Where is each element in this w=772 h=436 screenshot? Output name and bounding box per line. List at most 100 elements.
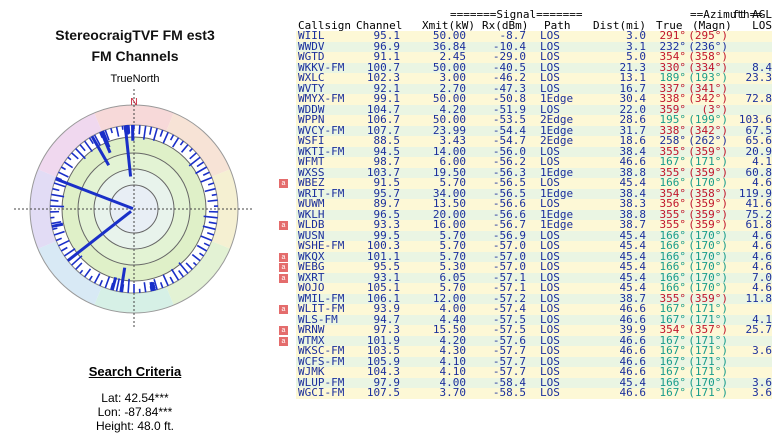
cell-path: LOS — [540, 344, 560, 357]
row-marker-icon[interactable]: a — [279, 273, 288, 283]
cell-dist: 16.7 — [619, 81, 647, 95]
table-row[interactable]: WKSC-FM 103.5 4.30 -57.7 LOS 46.6 167° (171°) 3.… — [296, 344, 772, 357]
table-row[interactable]: WEBG 95.5 5.30 -57.0 LOS 45.4 166° (170°) 4.6 — [296, 260, 772, 273]
cell-rx: -56.9 — [492, 228, 526, 242]
table-row[interactable]: WLS-FM 94.7 4.40 -57.5 LOS 46.6 167° (171°) 4.1 — [296, 312, 772, 326]
table-row[interactable]: WGCI-FM 107.5 3.70 -58.5 LOS 46.6 167° (171°) 3.… — [296, 387, 772, 399]
cell-rx: -46.2 — [492, 71, 526, 84]
cell-callsign: WRNW — [298, 323, 325, 336]
row-marker-icon[interactable]: a — [279, 252, 288, 262]
cell-callsign: WLS-FM — [298, 312, 338, 326]
table-row[interactable]: WVCY-FM 107.7 23.99 -54.4 1Edge 31.7 338° (342°… — [296, 123, 772, 137]
table-row[interactable]: WWDV 96.9 36.84 -10.4 LOS 3.1 232° (236°) — [296, 41, 772, 52]
cell-callsign: WGTD — [298, 50, 325, 63]
table-row[interactable]: WFMT 98.7 6.00 -56.2 LOS 46.6 167° (171°) 4.1 — [296, 156, 772, 168]
table-row[interactable]: WGTD 91.1 2.45 -29.0 LOS 5.0 354° (358°) — [296, 50, 772, 63]
row-marker-icon[interactable]: a — [279, 263, 288, 272]
cell-callsign: WKSC-FM — [298, 344, 345, 357]
table-row[interactable]: WTMX 101.9 4.20 -57.6 LOS 46.6 167° (171°) — [296, 333, 772, 347]
cell-true-azimuth: 167° — [659, 333, 687, 347]
table-row[interactable]: WRNW 97.3 15.50 -57.5 LOS 39.9 354° (357°) 25.7 — [296, 323, 772, 336]
cell-dist: 3.0 — [626, 29, 646, 42]
table-row[interactable]: WLUP-FM 97.9 4.00 -58.4 LOS 45.4 166° (170°) 3.6 — [296, 375, 772, 389]
table-row[interactable]: WIIL 95.1 50.00 -8.7 LOS 3.0 291° (295°) — [296, 29, 772, 42]
cell-xmit: 5.70 — [439, 281, 467, 294]
table-row[interactable]: WSFI 88.5 3.43 -54.7 2Edge 18.6 258° (262°) 65.6 — [296, 135, 772, 147]
cell-xmit: 4.30 — [439, 344, 467, 357]
table-row[interactable]: WPPN 106.7 50.00 -53.5 2Edge 28.6 195° (199°) 10… — [296, 114, 772, 126]
cell-path: LOS — [540, 333, 560, 347]
cell-callsign: WUWM — [298, 197, 325, 210]
cell-channel: 107.7 — [366, 123, 400, 137]
cell-xmit: 13.50 — [432, 197, 466, 210]
cell-xmit: 4.40 — [439, 312, 467, 326]
cell-magn-azimuth: (171°) — [688, 312, 728, 326]
table-row[interactable]: WBEZ 91.5 5.70 -56.5 LOS 45.4 166° (170°) 4.6 — [296, 176, 772, 189]
table-row[interactable]: WXLC 102.3 3.00 -46.2 LOS 13.1 189° (193°) 23.3 — [296, 71, 772, 84]
table-row[interactable]: WMIL-FM 106.1 12.00 -57.2 LOS 38.7 355° (359°) 1… — [296, 291, 772, 305]
rim-tick — [143, 282, 147, 293]
row-marker-icon[interactable]: a — [279, 221, 288, 230]
cell-callsign: WXSS — [298, 165, 325, 179]
table-row[interactable]: WKTI-FM 94.5 14.00 -56.0 LOS 38.4 355° (359°) 20… — [296, 144, 772, 158]
cell-true-azimuth: 167° — [659, 302, 687, 315]
cell-callsign: WMYX-FM — [298, 92, 345, 105]
table-row[interactable]: WUSN 99.5 5.70 -56.9 LOS 45.4 166° (170°) 4.6 — [296, 228, 772, 242]
table-row[interactable]: WMYX-FM 99.1 50.00 -50.8 1Edge 30.4 338° (342°)… — [296, 92, 772, 105]
cell-callsign: WJMK — [298, 365, 325, 378]
table-row[interactable]: WLIT-FM 93.9 4.00 -57.4 LOS 46.6 167° (171°) — [296, 302, 772, 315]
rim-tick — [202, 171, 210, 176]
rim-tick — [50, 199, 59, 202]
cell-true-azimuth: 166° — [659, 260, 687, 273]
cell-agl: 4.6 — [752, 249, 772, 263]
table-row[interactable]: WLDB 93.3 16.00 -56.7 1Edge 38.7 355° (359°) 61.… — [296, 218, 772, 231]
table-row[interactable]: WCFS-FM 105.9 4.10 -57.7 LOS 46.6 167° (171°) — [296, 354, 772, 368]
table-row[interactable]: WXSS 103.7 19.50 -56.3 1Edge 38.8 355° (359°) 60… — [296, 165, 772, 179]
row-marker-icon[interactable]: a — [279, 179, 288, 188]
table-row[interactable]: WJMK 104.3 4.10 -57.7 LOS 46.6 167° (171°) — [296, 365, 772, 378]
table-row[interactable]: WRIT-FM 95.7 34.00 -56.5 1Edge 38.4 354° (358°)… — [296, 186, 772, 200]
cell-dist: 38.4 — [619, 144, 647, 158]
table-row[interactable]: WKLH 96.5 20.00 -56.6 1Edge 38.8 355° (359°) 75.… — [296, 207, 772, 221]
cell-agl: 4.6 — [752, 176, 772, 189]
cell-dist: 38.4 — [619, 186, 647, 200]
cell-callsign: WEBG — [298, 260, 325, 273]
cell-path: 1Edge — [540, 207, 574, 221]
cell-rx: -57.7 — [492, 365, 526, 378]
cell-dist: 45.4 — [619, 270, 647, 284]
cell-true-azimuth: 354° — [659, 323, 687, 336]
table-row[interactable]: WKKV-FM 100.7 50.00 -40.5 LOS 21.3 330° (334°) 8… — [296, 62, 772, 73]
row-marker-icon[interactable]: a — [279, 305, 288, 314]
row-marker-icon[interactable]: a — [279, 336, 288, 346]
cell-rx: -29.0 — [492, 50, 526, 63]
cell-rx: -47.3 — [492, 81, 526, 95]
cell-magn-azimuth: (359°) — [688, 291, 728, 305]
cell-dist: 45.4 — [619, 228, 647, 242]
rim-tick — [152, 128, 158, 141]
row-marker-icon[interactable]: a — [279, 326, 288, 335]
rim-tick — [51, 193, 65, 198]
cell-dist: 45.4 — [619, 375, 647, 389]
rim-tick — [159, 129, 164, 137]
cell-xmit: 4.10 — [439, 354, 467, 368]
rim-tick — [79, 269, 84, 274]
cell-dist: 45.4 — [619, 239, 647, 252]
table-row[interactable]: WVTY 92.1 2.70 -47.3 LOS 16.7 337° (341°) — [296, 81, 772, 95]
cell-callsign: WXLC — [298, 71, 325, 84]
table-row[interactable]: WXRT 93.1 6.05 -57.1 LOS 45.4 166° (170°) 7.0 — [296, 270, 772, 284]
table-row[interactable]: WUWM 89.7 13.50 -56.6 LOS 38.3 356° (359°) 41.6 — [296, 197, 772, 210]
cell-magn-azimuth: (359°) — [688, 218, 728, 231]
table-row[interactable]: WKQX 101.1 5.70 -57.0 LOS 45.4 166° (170°) 4.6 — [296, 249, 772, 263]
cell-path: LOS — [540, 144, 560, 158]
rim-tick — [121, 125, 124, 130]
cell-xmit: 6.05 — [439, 270, 467, 284]
table-row[interactable]: WOJO 105.1 5.70 -57.1 LOS 45.4 166° (170°) 4.6 — [296, 281, 772, 294]
table-row[interactable]: WSHE-FM 100.3 5.70 -57.0 LOS 45.4 166° (170°) 4.… — [296, 239, 772, 252]
table-group-header: =======Signal======= ==Azimuth== ft AGL — [296, 9, 772, 21]
table-row[interactable]: WDDW 104.7 4.20 -51.9 LOS 22.0 359° (3°) — [296, 104, 772, 115]
cell-path: 1Edge — [540, 165, 574, 179]
cell-channel: 92.1 — [373, 81, 401, 95]
station-spoke — [55, 177, 134, 211]
rim-tick — [55, 237, 62, 242]
cell-channel: 93.3 — [373, 218, 401, 231]
